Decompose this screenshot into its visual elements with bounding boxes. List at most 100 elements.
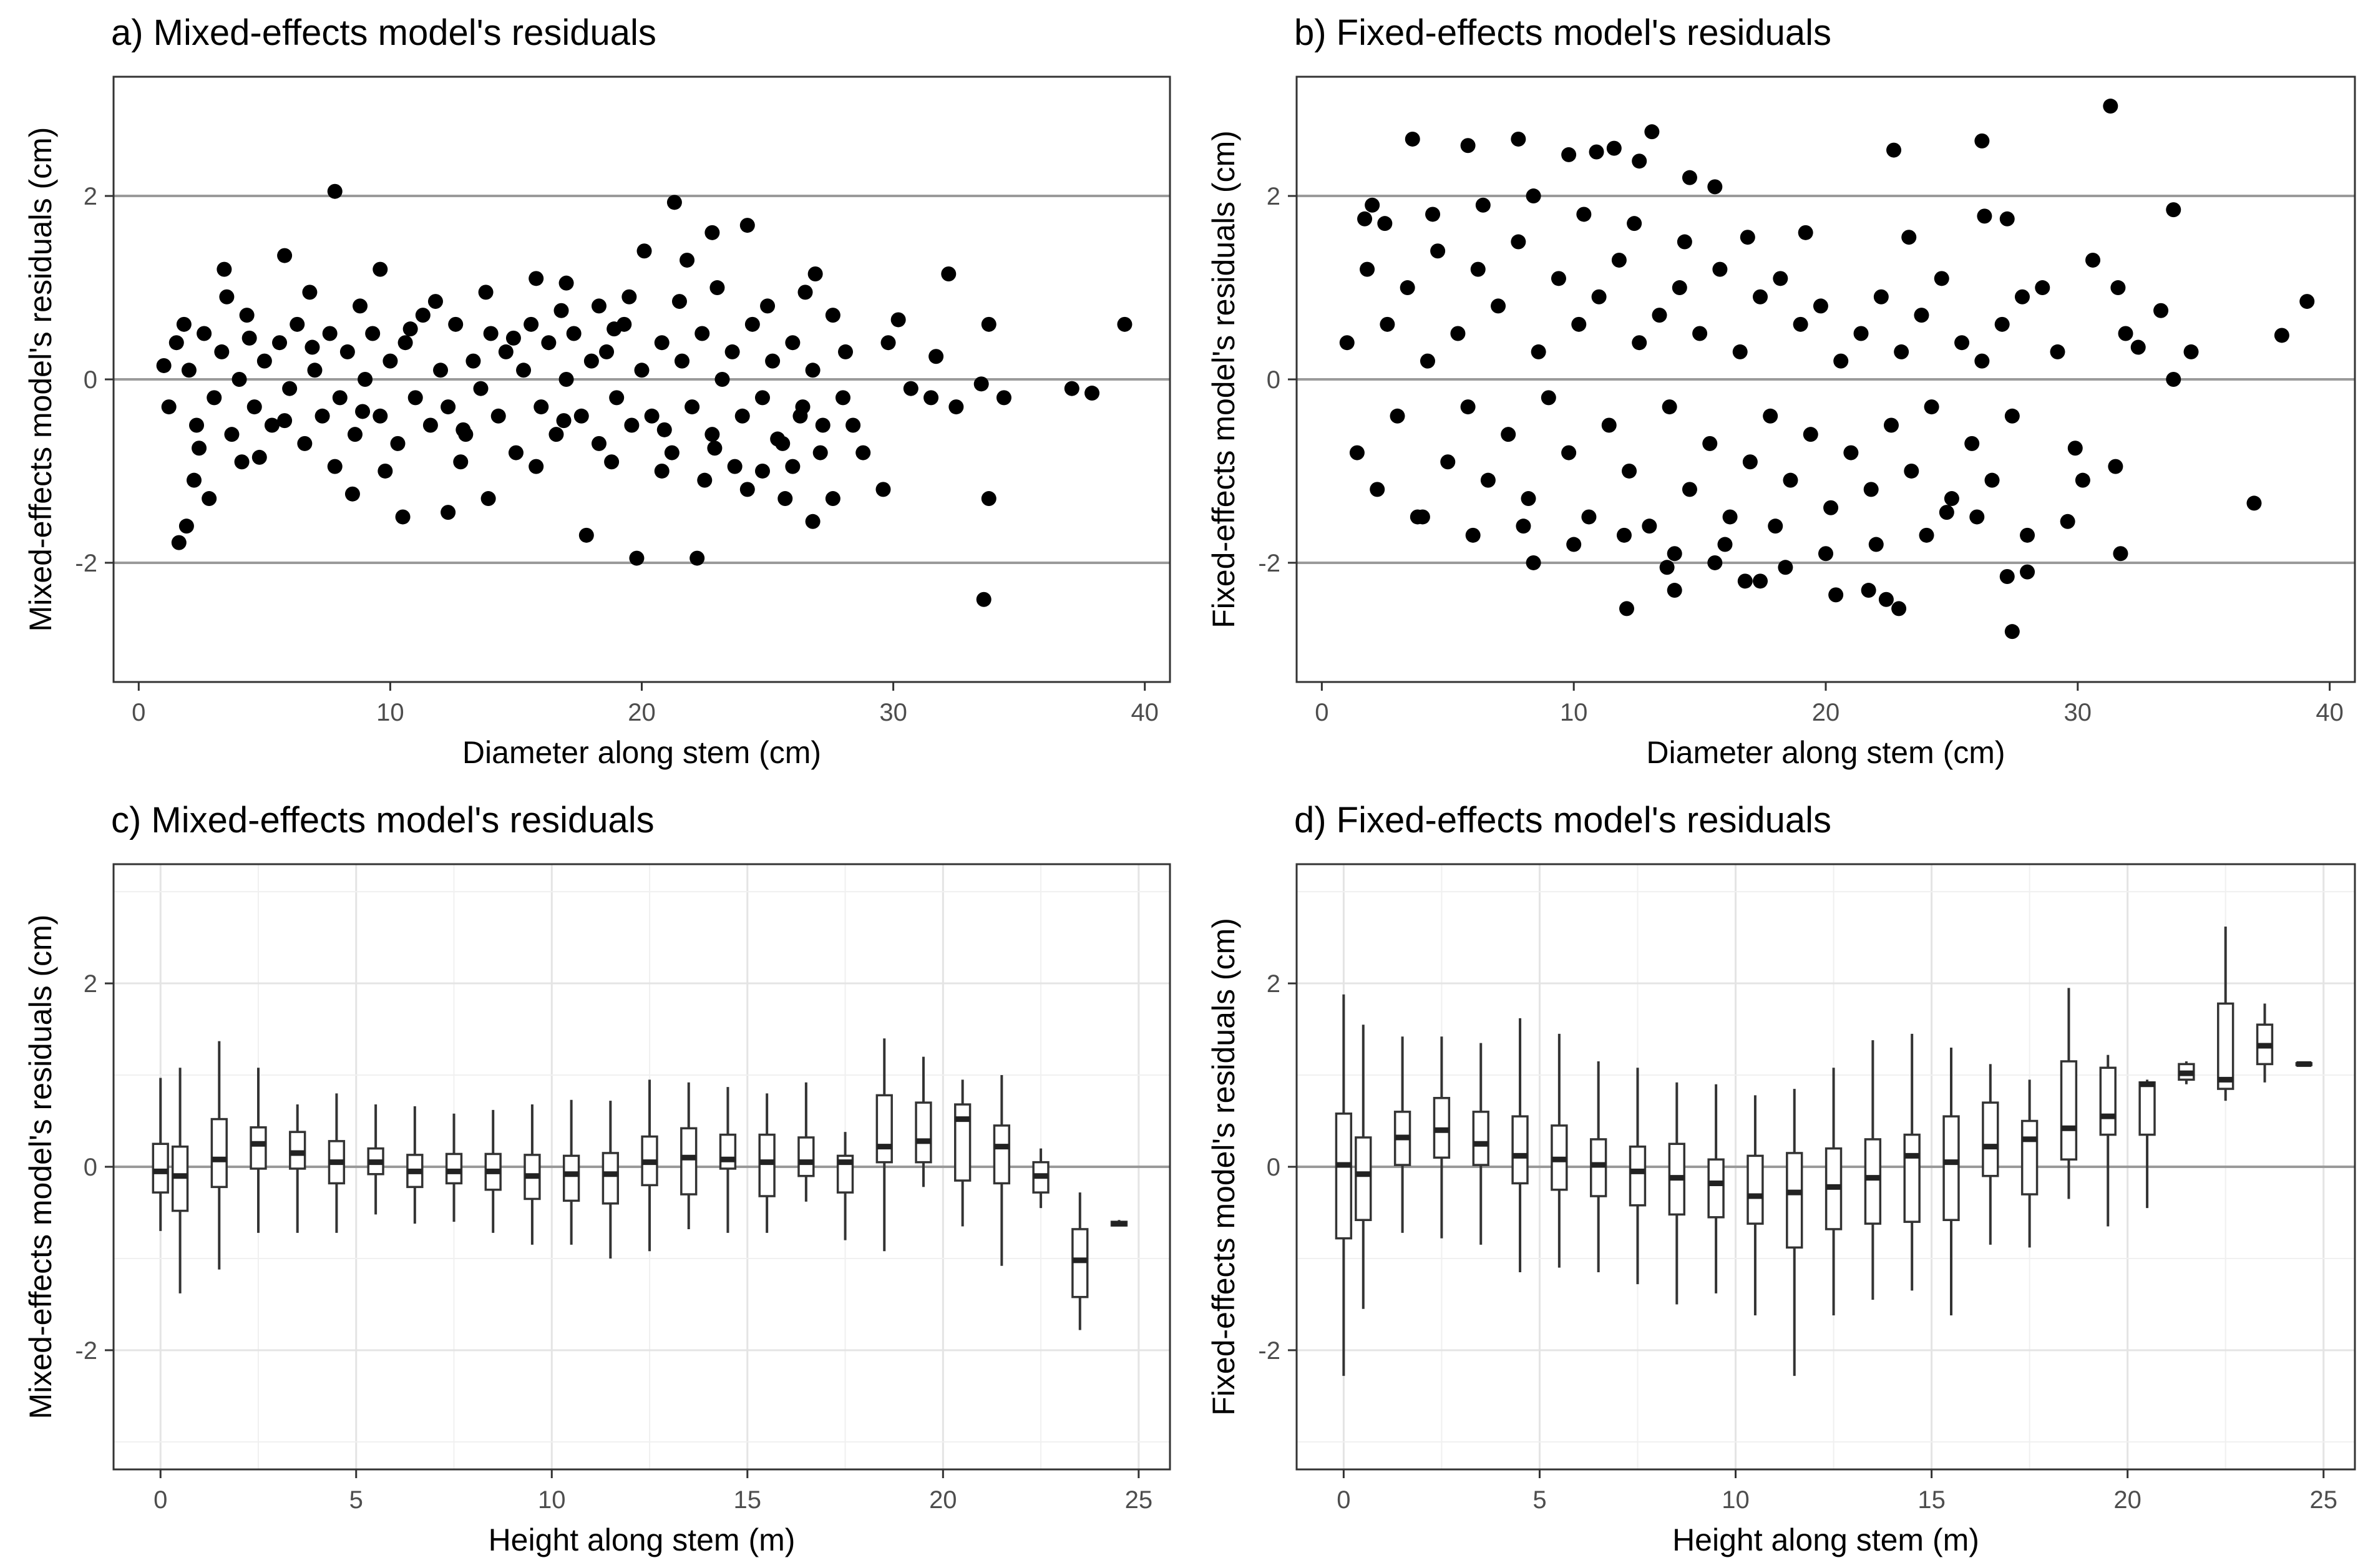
box-x-17.5 <box>836 1132 854 1240</box>
y-tick-label: 0 <box>1267 1154 1280 1181</box>
data-point <box>548 427 564 442</box>
data-point <box>1742 454 1758 470</box>
data-point <box>591 298 607 314</box>
data-point <box>207 390 222 406</box>
data-point <box>2050 344 2065 359</box>
data-point <box>739 218 755 233</box>
data-point <box>234 454 250 470</box>
data-point <box>664 445 680 460</box>
data-point <box>607 321 622 337</box>
x-tick-label: 5 <box>349 1486 363 1514</box>
data-point <box>433 363 449 378</box>
data-point <box>219 289 235 304</box>
data-point <box>583 353 599 369</box>
box-x-15.5 <box>1942 1047 1960 1316</box>
data-point <box>1571 316 1587 332</box>
data-point <box>1390 408 1405 424</box>
y-tick-label: -2 <box>75 550 97 577</box>
x-tick-label: 40 <box>1131 699 1159 726</box>
data-point <box>1561 147 1577 162</box>
data-point <box>2103 99 2118 114</box>
box-x-5.5 <box>1551 1033 1568 1268</box>
data-point <box>453 454 469 470</box>
data-point <box>1677 234 1692 250</box>
box-iqr <box>758 1133 776 1197</box>
x-tick-label: 25 <box>2309 1486 2337 1514</box>
data-point <box>785 335 801 351</box>
data-point <box>996 390 1011 406</box>
data-point <box>599 344 615 359</box>
data-point <box>2113 546 2128 562</box>
x-tick-label: 20 <box>1812 699 1840 726</box>
data-point <box>1737 573 1753 589</box>
data-point <box>825 308 840 323</box>
data-point <box>634 363 650 378</box>
data-point <box>1886 142 1902 158</box>
data-point <box>1460 138 1476 153</box>
data-point <box>573 408 589 424</box>
data-point <box>558 372 574 387</box>
data-point <box>171 535 187 550</box>
x-tick-label: 20 <box>2113 1486 2141 1514</box>
box-x-6.5 <box>1589 1061 1607 1273</box>
data-point <box>1732 344 1748 359</box>
data-point <box>2085 252 2101 268</box>
box-iqr <box>2060 1060 2078 1161</box>
data-point <box>825 491 840 507</box>
box-x-11.5 <box>1786 1089 1803 1376</box>
data-point <box>923 390 939 406</box>
data-point <box>2118 326 2133 341</box>
data-point <box>609 390 625 406</box>
box-x-14.5 <box>719 1087 737 1233</box>
data-point <box>1667 583 1682 598</box>
data-point <box>373 261 388 277</box>
data-point <box>855 445 871 460</box>
data-point <box>355 404 371 419</box>
data-point <box>807 266 823 281</box>
data-point <box>178 519 194 534</box>
box-x-24.5 <box>2295 1061 2313 1067</box>
data-point <box>1954 335 1970 351</box>
data-point <box>524 316 539 332</box>
data-point <box>264 417 280 433</box>
data-point <box>1924 399 1939 415</box>
data-point <box>697 472 713 488</box>
data-point <box>1793 316 1808 332</box>
x-tick-label: 20 <box>628 699 656 726</box>
data-point <box>2075 472 2090 488</box>
y-tick-label: 2 <box>1267 183 1280 210</box>
data-point <box>656 422 672 437</box>
data-point <box>1798 225 1813 240</box>
data-point <box>473 381 489 396</box>
box-iqr <box>797 1136 815 1177</box>
data-point <box>1707 179 1723 195</box>
x-tick-label: 0 <box>132 699 145 726</box>
data-point <box>1773 271 1788 286</box>
data-point <box>1868 537 1884 552</box>
data-point <box>327 183 343 199</box>
data-point <box>553 303 569 318</box>
box-iqr <box>2099 1066 2117 1136</box>
data-point <box>880 335 896 351</box>
data-point <box>1541 390 1556 406</box>
data-point <box>1632 153 1647 169</box>
data-point <box>1722 509 1738 525</box>
y-tick-label: 2 <box>84 183 97 210</box>
box-x-4.5 <box>1511 1018 1529 1273</box>
box-iqr <box>993 1124 1011 1185</box>
data-point <box>2004 408 2020 424</box>
data-point <box>2246 495 2262 511</box>
data-point <box>1783 472 1798 488</box>
box-iqr <box>875 1094 893 1164</box>
data-point <box>256 353 272 369</box>
points <box>1339 99 2315 640</box>
box-iqr <box>152 1142 169 1194</box>
data-point <box>322 326 338 341</box>
panel-a: 0 10 20 30 40 -2 0 2 a) Mixed-effects model's re… <box>23 12 1171 770</box>
data-point <box>714 372 730 387</box>
data-point <box>2014 289 2030 304</box>
data-point <box>1606 140 1622 156</box>
data-point <box>797 285 813 300</box>
data-point <box>1627 216 1642 231</box>
data-point <box>556 413 572 429</box>
